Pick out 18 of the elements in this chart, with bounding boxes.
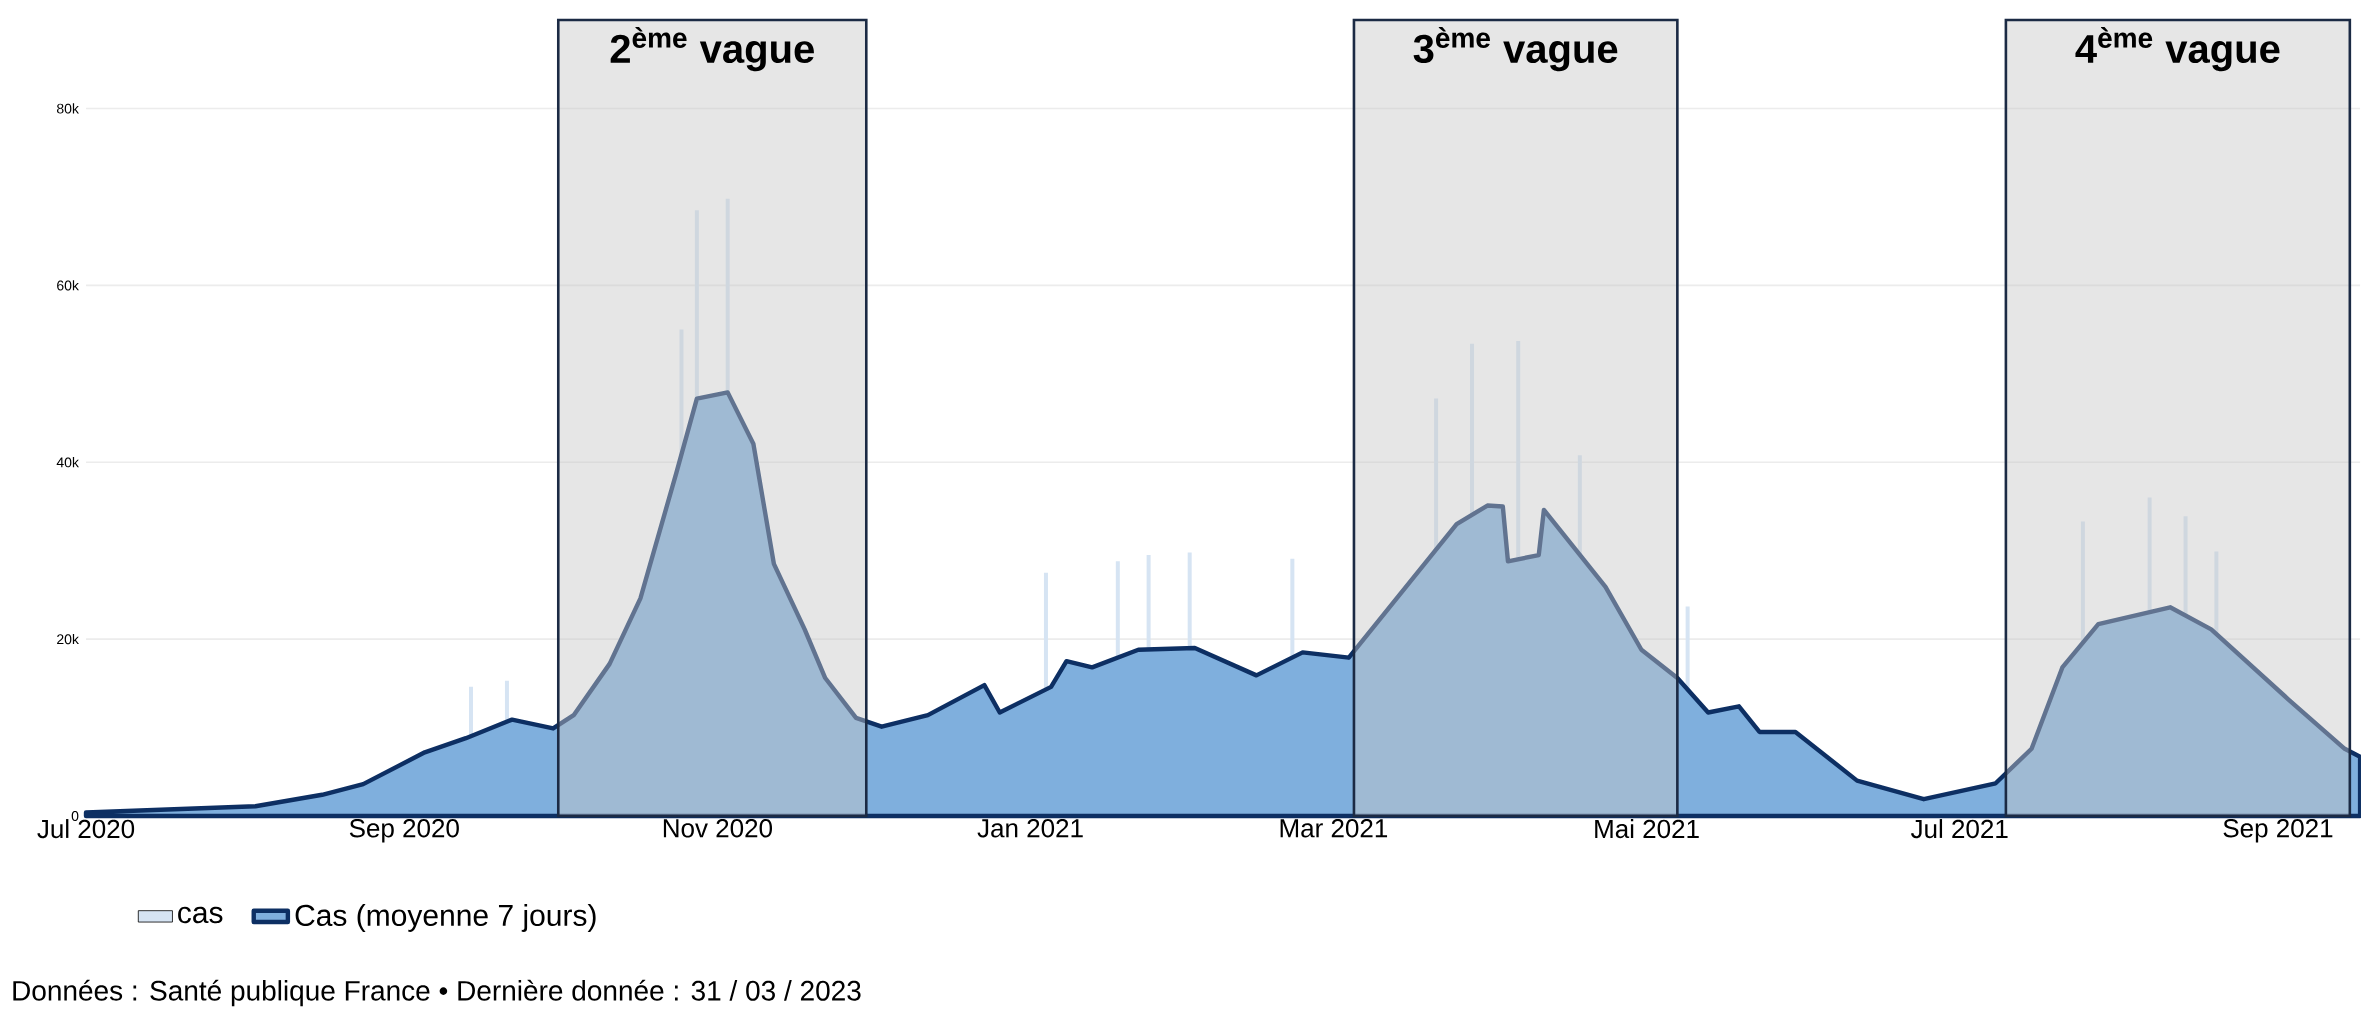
band-label: 4$^{ème}$ vague — [2075, 27, 2280, 72]
legend-label: Cas (moyenne 7 jours) — [295, 904, 596, 932]
x-tick-label: Mai 2021 — [1595, 819, 1699, 839]
legend-label: cas — [178, 906, 223, 924]
x-tick-label: Sep 2021 — [2223, 819, 2333, 843]
x-tick-label: Sep 2020 — [349, 819, 459, 843]
y-tick-label: 0 — [71, 811, 79, 821]
x-tick-label: Jul 2021 — [1910, 819, 2008, 839]
x-tick-label: Mar 2021 — [1280, 819, 1388, 838]
x-tick-label: Nov 2020 — [663, 819, 773, 838]
band-label: 3$^{ème}$ vague — [1413, 27, 1618, 72]
x-tick-label: Jan 2021 — [977, 819, 1083, 838]
y-tick-label: 40k — [56, 457, 79, 468]
y-tick-label: 20k — [57, 633, 79, 645]
text: Données : Santé publique France • Dernière donnée : 31 / 03 / 2023 — [13, 979, 861, 1007]
y-tick-label: 60k — [57, 280, 79, 291]
y-tick-label: 80k — [56, 103, 79, 114]
band-label: 2$^{ème}$ vague — [610, 27, 814, 72]
